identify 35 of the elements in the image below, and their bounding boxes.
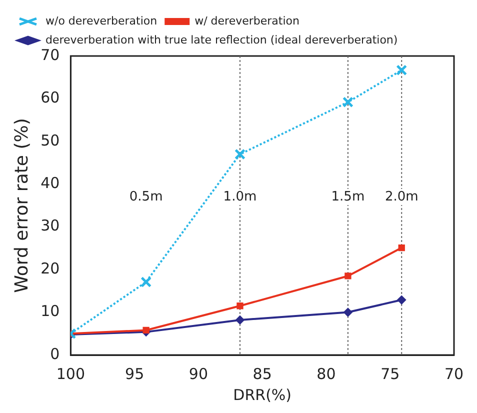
- point: [235, 315, 244, 324]
- point: [344, 272, 352, 280]
- y-tick-label: 60: [40, 88, 60, 107]
- y-axis-title: Word error rate (%): [11, 118, 32, 293]
- point: [234, 148, 246, 160]
- legend-label: dereverberation with true late reflection (ideal dereverberation): [46, 33, 398, 46]
- y-tick-label: 50: [40, 131, 60, 150]
- y-tick-label: 40: [40, 174, 60, 192]
- point: [396, 64, 408, 76]
- y-tick-label: 30: [40, 216, 60, 235]
- legend-label: w/o dereverberation: [46, 14, 158, 28]
- point: [342, 96, 354, 108]
- annotation: 2.0m: [384, 189, 418, 204]
- x-tick-label: 85: [252, 364, 272, 383]
- x-tick-label: 90: [188, 364, 208, 383]
- annotation: 1.5m: [331, 189, 365, 204]
- y-tick-label: 20: [40, 259, 60, 278]
- y-tick-label: 10: [40, 302, 60, 320]
- point: [236, 302, 244, 310]
- point: [343, 308, 352, 317]
- point: [397, 295, 406, 304]
- point: [142, 326, 150, 334]
- x-tick-label: 100: [56, 364, 86, 383]
- y-tick-label: 0: [50, 344, 60, 363]
- x-tick-label: 75: [380, 364, 400, 383]
- point: [398, 244, 405, 252]
- x-tick-label: 80: [316, 364, 336, 383]
- annotation: 0.5m: [129, 189, 163, 204]
- legend-label: w/ dereverberation: [194, 14, 300, 28]
- x-tick-label: 95: [125, 364, 144, 383]
- y-tick-label: 70: [40, 46, 60, 64]
- point: [140, 276, 152, 288]
- x-axis-title: DRR(%): [233, 386, 292, 404]
- x-tick-label: 70: [444, 364, 464, 383]
- annotation: 1.0m: [223, 189, 257, 204]
